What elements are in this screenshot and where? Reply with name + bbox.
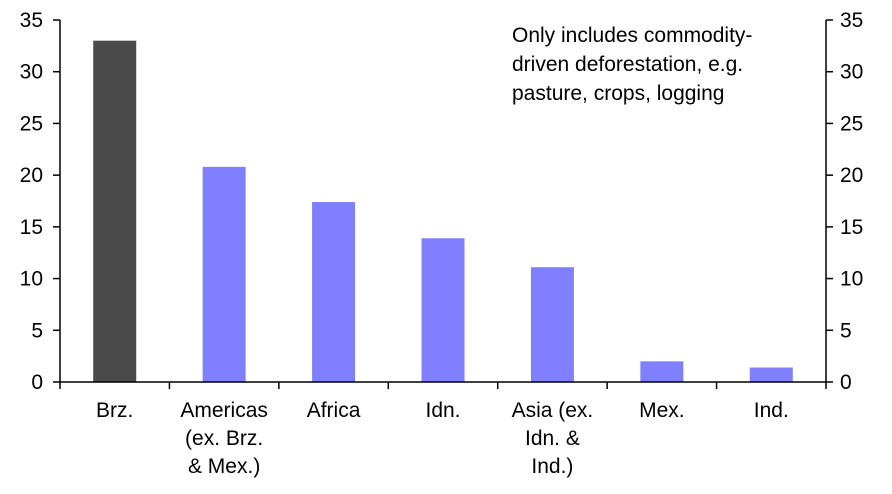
category-label-4: Asia (ex. Idn. & Ind.) [512,399,594,478]
bar-5 [640,361,684,382]
category-label-2: Africa [307,399,361,422]
left-tick-label: 20 [20,164,43,187]
chart-annotation: Only includes commodity-driven deforesta… [512,24,752,105]
left-tick-label: 0 [31,371,43,394]
right-tick-label: 35 [840,9,863,32]
bar-4 [530,267,574,382]
bar-3 [421,238,465,382]
category-label-1: Americas (ex. Brz. & Mex.) [180,399,268,478]
right-tick-label: 15 [840,216,863,239]
category-label-6: Ind. [754,399,789,422]
left-tick-label: 5 [31,319,43,342]
left-tick-label: 25 [20,112,43,135]
category-label-5: Mex. [639,399,685,422]
left-tick-label: 30 [20,61,43,84]
right-y-axis: 0 5 10 15 20 25 30 35 [825,9,863,394]
right-tick-label: 5 [840,319,852,342]
right-tick-label: 0 [840,371,852,394]
right-tick-label: 20 [840,164,863,187]
bar-2 [312,202,356,382]
bar-1 [202,166,246,382]
bar-0 [93,40,137,382]
right-tick-label: 10 [840,268,863,291]
bars [93,40,793,382]
left-tick-label: 15 [20,216,43,239]
left-y-axis: 0 5 10 15 20 25 30 35 [20,9,61,394]
bar-6 [749,367,793,382]
right-tick-label: 30 [840,61,863,84]
category-labels: Brz. Americas (ex. Brz. & Mex.) Africa Idn. As… [96,399,789,478]
category-label-3: Idn. [425,399,460,422]
x-axis-ticks [59,382,827,389]
right-tick-label: 25 [840,112,863,135]
left-tick-label: 35 [20,9,43,32]
left-tick-label: 10 [20,268,43,291]
category-label-0: Brz. [96,399,133,422]
